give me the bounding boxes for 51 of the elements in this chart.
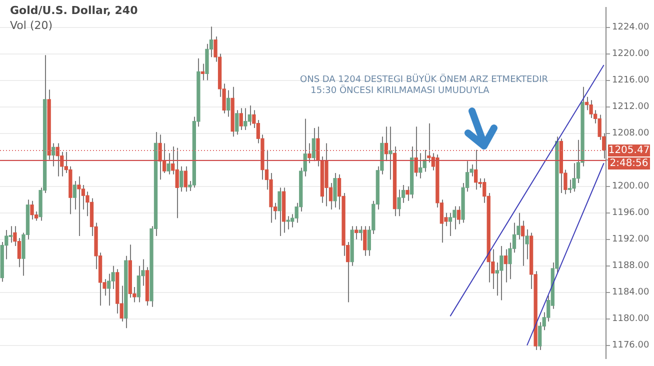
candlestick: [180, 166, 184, 192]
y-tick-label: 1200.00: [612, 182, 650, 192]
y-tick-label: 1224.00: [612, 22, 650, 33]
candlestick: [235, 110, 239, 136]
y-tick-label: 1192.00: [612, 234, 650, 245]
candlestick: [184, 166, 188, 192]
candlestick: [239, 108, 243, 130]
y-tick-label: 1212.00: [612, 102, 650, 112]
y-tick-label: 1180.00: [612, 314, 650, 324]
candlestick: [568, 179, 572, 194]
text: 2:48:56: [610, 158, 648, 170]
candlestick: [397, 189, 401, 217]
candlestick: [286, 216, 290, 230]
candlestick: [106, 273, 111, 306]
candlestick: [572, 162, 576, 192]
candlestick: [226, 90, 230, 118]
candlestick: [358, 226, 362, 242]
y-tick-label: 1184.00: [612, 288, 650, 298]
y-tick-label: 1208.00: [612, 128, 650, 139]
chart-title: Gold/U.S. Dollar, 240: [10, 4, 138, 17]
candlestick: [388, 126, 392, 180]
ref-line-label: 1205.47: [608, 145, 650, 156]
candlestick: [30, 200, 34, 220]
candlestick: [504, 248, 508, 283]
candlestick: [406, 186, 410, 202]
annotation: 15:30 ÖNCESI KIRILMAMASI UMUDUYLA: [310, 86, 490, 97]
candlestick: [589, 100, 593, 119]
y-tick-label: 1216.00: [612, 76, 650, 86]
candlestick: [354, 226, 358, 240]
candlestick: [200, 63, 205, 81]
candlestick: [418, 152, 422, 179]
candlestick: [166, 152, 170, 175]
y-tick-label: 1196.00: [612, 208, 650, 218]
candlestick: [312, 128, 316, 162]
candlestick: [52, 142, 56, 167]
annotation: ONS DA 1204 DESTEGI BÜYÜK ÖNEM ARZ ETMEKTEDIR: [300, 75, 548, 85]
y-tick-label: 1220.00: [612, 49, 650, 60]
candlestick: [500, 245, 504, 301]
y-tick-label: 1176.00: [612, 340, 650, 351]
candlestick: [72, 180, 77, 210]
candlestick: [363, 226, 367, 256]
candlestick: [8, 226, 12, 244]
candlestick: [77, 176, 81, 237]
candlestick: [244, 108, 248, 130]
candlestick: [136, 265, 141, 303]
text: Vol (20): [10, 19, 53, 32]
candlestick: [278, 187, 282, 237]
y-tick-label: 1188.00: [612, 261, 650, 272]
candlestick: [333, 172, 337, 208]
candlestick: [448, 212, 452, 237]
candlestick: [248, 104, 252, 126]
